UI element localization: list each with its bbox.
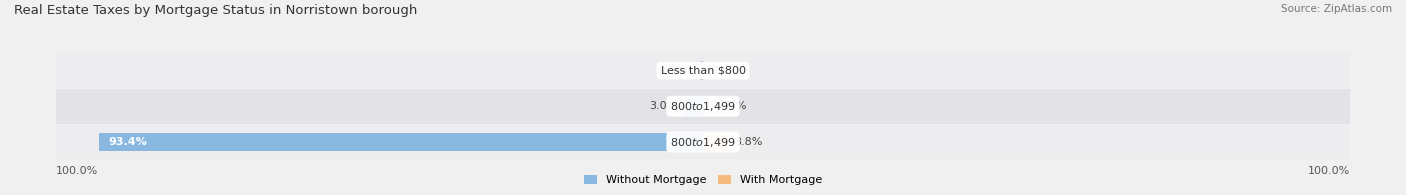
- Text: 100.0%: 100.0%: [1308, 166, 1350, 176]
- Bar: [703, 97, 704, 116]
- Bar: [700, 61, 703, 80]
- Bar: [56, 125, 1350, 159]
- Text: Source: ZipAtlas.com: Source: ZipAtlas.com: [1281, 4, 1392, 14]
- Bar: [98, 133, 703, 151]
- Bar: [56, 89, 1350, 124]
- Text: 0.39%: 0.39%: [658, 66, 695, 75]
- Bar: [703, 133, 727, 151]
- Text: $800 to $1,499: $800 to $1,499: [671, 100, 735, 113]
- Bar: [683, 97, 703, 116]
- Text: 100.0%: 100.0%: [56, 166, 98, 176]
- Text: 3.8%: 3.8%: [734, 137, 762, 147]
- Text: 3.0%: 3.0%: [650, 101, 678, 111]
- Text: Real Estate Taxes by Mortgage Status in Norristown borough: Real Estate Taxes by Mortgage Status in …: [14, 4, 418, 17]
- Text: Less than $800: Less than $800: [661, 66, 745, 75]
- Legend: Without Mortgage, With Mortgage: Without Mortgage, With Mortgage: [579, 170, 827, 190]
- Text: $800 to $1,499: $800 to $1,499: [671, 136, 735, 149]
- Text: 93.4%: 93.4%: [108, 137, 148, 147]
- Text: 0.16%: 0.16%: [710, 66, 745, 75]
- Text: 0.24%: 0.24%: [711, 101, 747, 111]
- Bar: [56, 53, 1350, 88]
